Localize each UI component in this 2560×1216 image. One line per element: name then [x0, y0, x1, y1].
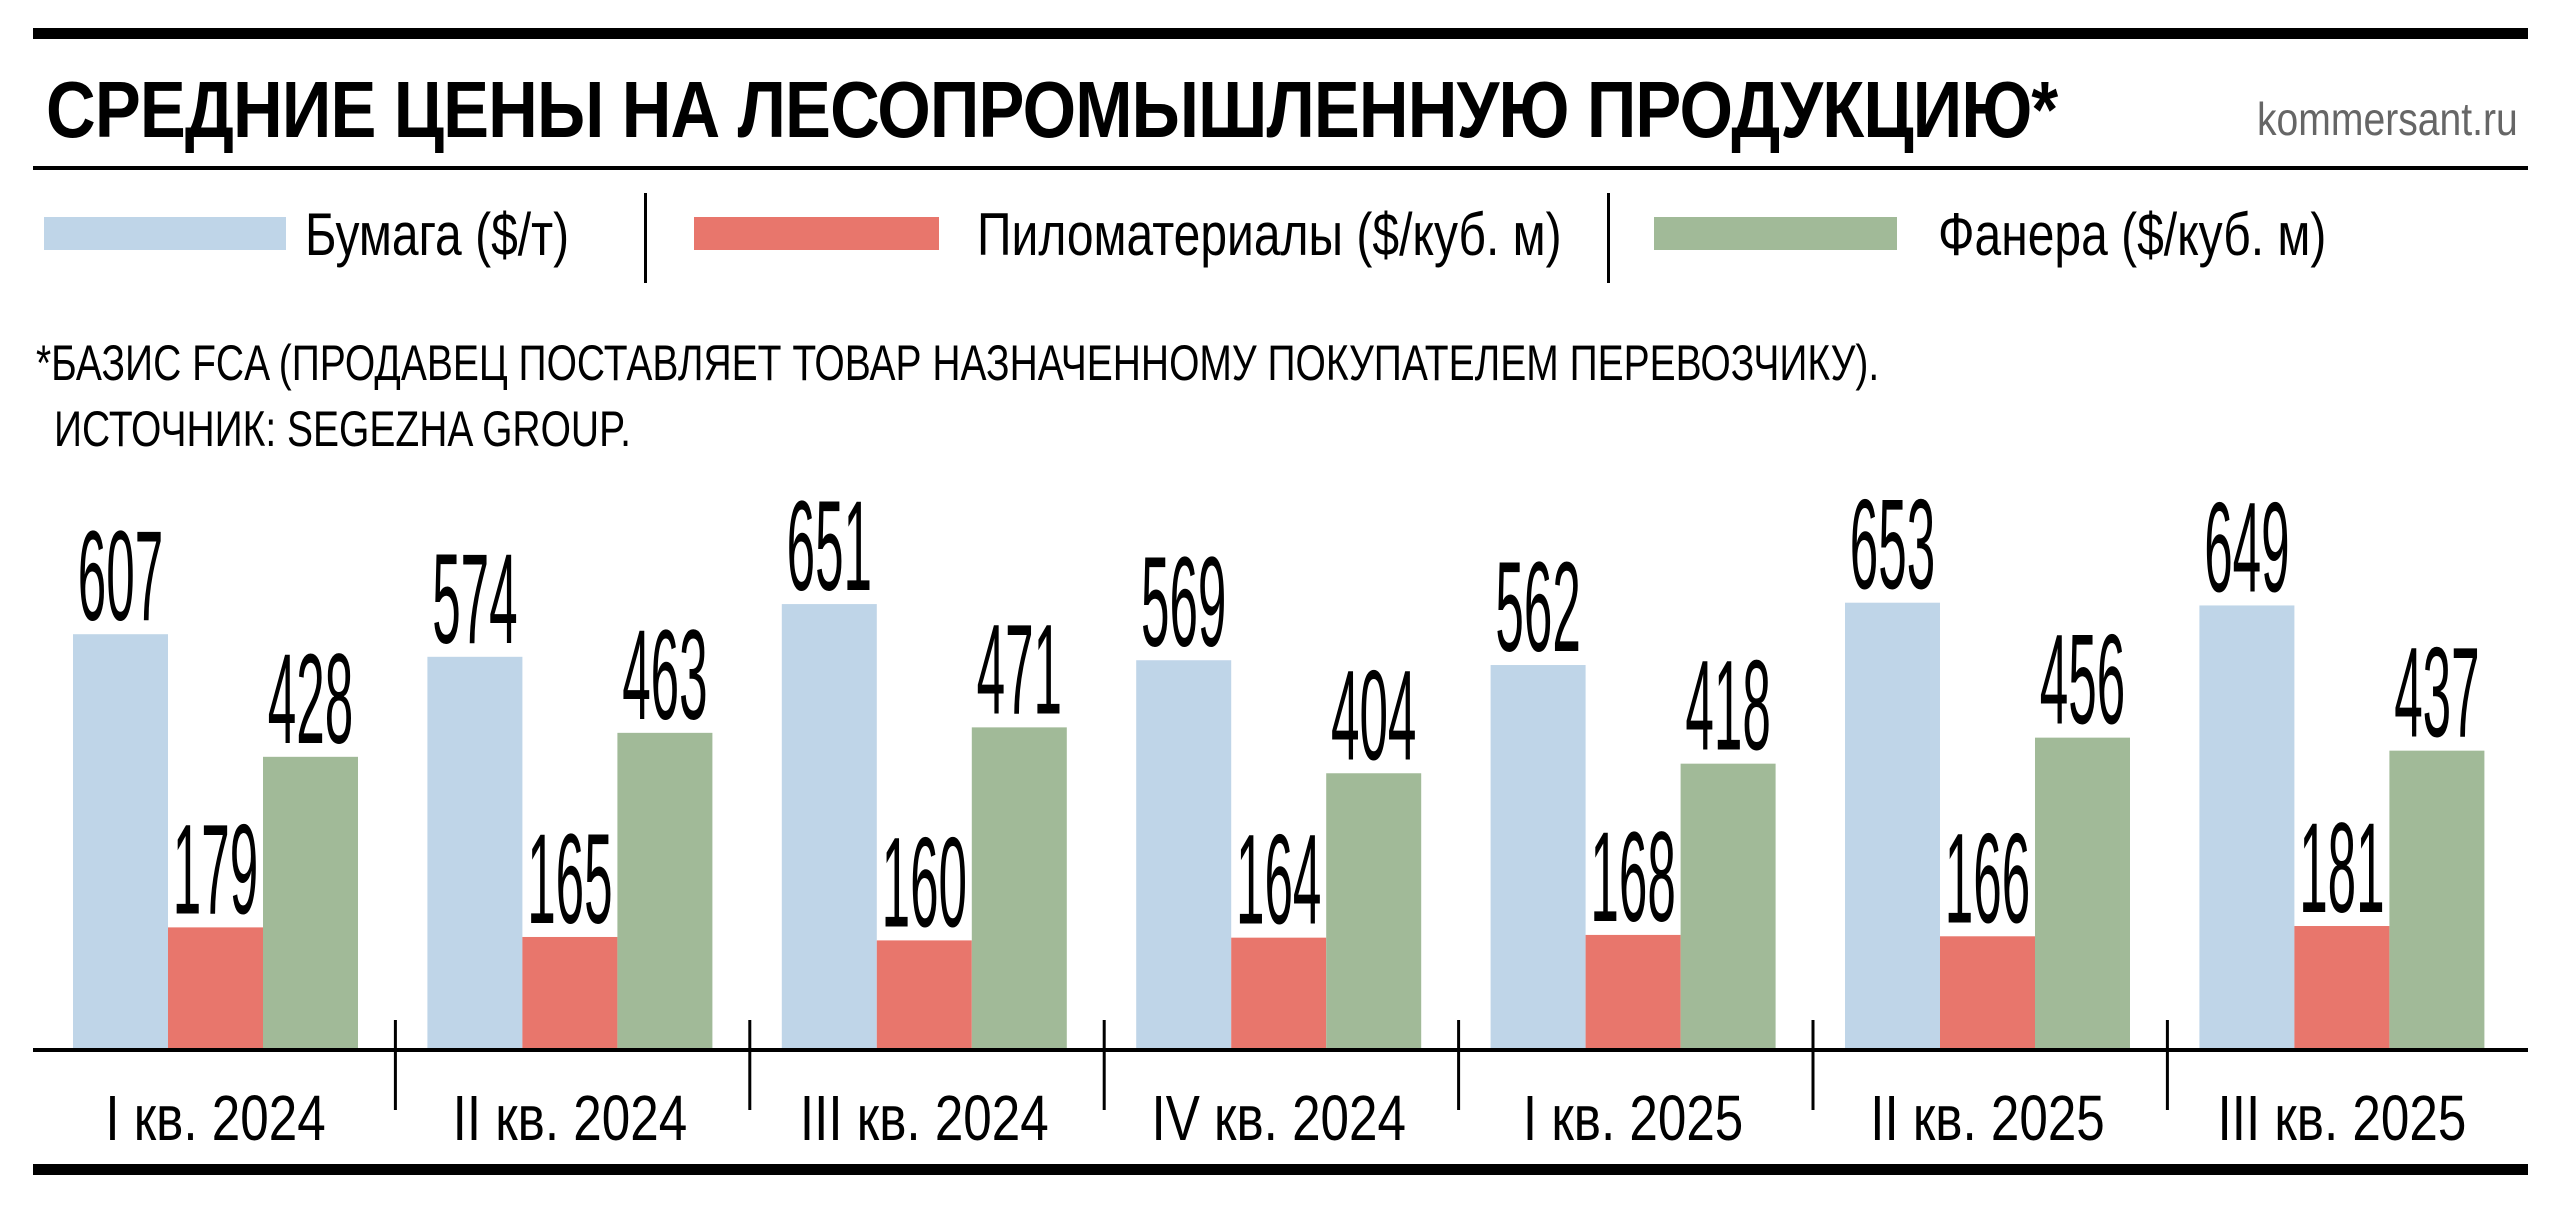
bar-paper: [1136, 660, 1232, 1050]
bottom-rule: [33, 1164, 2528, 1175]
data-label-paper: 607: [78, 505, 163, 648]
data-label-lumber: 160: [882, 811, 967, 954]
top-rule: [33, 28, 2528, 39]
legend-label-plywood: Фанера ($/куб. м): [1938, 201, 2327, 268]
bar-plywood: [263, 756, 358, 1050]
site-credit: kommersant.ru: [2257, 93, 2518, 145]
data-label-paper: 649: [2204, 476, 2289, 619]
bar-lumber: [168, 927, 263, 1050]
category-label: I кв. 2025: [1523, 1084, 1743, 1155]
data-label-plywood: 404: [1331, 644, 1416, 787]
data-label-plywood: 463: [622, 603, 707, 746]
legend-divider: [1607, 193, 1610, 283]
category-label: II кв. 2025: [1870, 1084, 2105, 1155]
data-label-lumber: 179: [173, 798, 258, 941]
bar-paper: [427, 656, 523, 1050]
category-label: IV кв. 2024: [1151, 1084, 1405, 1155]
bar-paper: [1490, 665, 1586, 1050]
data-label-paper: 562: [1495, 535, 1580, 678]
category-label: I кв. 2024: [105, 1084, 325, 1155]
data-label-plywood: 428: [268, 627, 353, 770]
legend-divider: [644, 193, 647, 283]
legend-label-paper: Бумага ($/т): [305, 201, 570, 268]
bar-paper: [2199, 605, 2295, 1050]
data-label-lumber: 164: [1236, 808, 1321, 951]
data-label-plywood: 418: [1685, 634, 1770, 777]
bar-plywood: [2035, 737, 2130, 1050]
bar-lumber: [1940, 936, 2035, 1050]
title-rule: [33, 166, 2528, 170]
bar-lumber: [876, 940, 972, 1050]
category-label: III кв. 2024: [800, 1084, 1049, 1155]
bar-lumber: [1231, 937, 1327, 1050]
data-label-plywood: 471: [977, 598, 1062, 741]
bar-lumber: [2294, 926, 2390, 1050]
category-label: II кв. 2024: [453, 1084, 688, 1155]
chart-title: СРЕДНИЕ ЦЕНЫ НА ЛЕСОПРОМЫШЛЕННУЮ ПРОДУКЦ…: [46, 65, 2058, 154]
category-label: III кв. 2025: [2218, 1084, 2467, 1155]
data-label-plywood: 456: [2040, 608, 2125, 751]
data-label-paper: 574: [432, 527, 517, 670]
data-label-lumber: 168: [1590, 805, 1675, 948]
bar-plywood: [1680, 763, 1776, 1050]
bar-lumber: [1585, 934, 1681, 1050]
bar-plywood: [617, 732, 713, 1050]
bar-plywood: [1326, 773, 1422, 1050]
data-label-plywood: 437: [2394, 621, 2479, 764]
legend-swatch-plywood: [1654, 217, 1897, 250]
bar-plywood: [2389, 750, 2485, 1050]
legend-label-lumber: Пиломатериалы ($/куб. м): [977, 201, 1562, 268]
footnote-basis: *БАЗИС FCA (ПРОДАВЕЦ ПОСТАВЛЯЕТ ТОВАР НА…: [36, 335, 1880, 391]
data-label-paper: 651: [787, 475, 872, 618]
data-label-paper: 569: [1141, 531, 1226, 674]
data-label-paper: 653: [1850, 473, 1935, 616]
legend-swatch-paper: [44, 217, 286, 250]
data-label-lumber: 165: [527, 807, 612, 950]
data-label-lumber: 166: [1945, 807, 2030, 950]
data-label-lumber: 181: [2299, 796, 2384, 939]
bar-paper: [73, 634, 168, 1050]
footnote-source: ИСТОЧНИК: SEGEZHA GROUP.: [54, 401, 631, 457]
bar-paper: [1845, 602, 1940, 1050]
bar-paper: [781, 604, 877, 1050]
bar-plywood: [971, 727, 1067, 1050]
bar-lumber: [522, 936, 618, 1050]
legend-swatch-lumber: [694, 217, 939, 250]
